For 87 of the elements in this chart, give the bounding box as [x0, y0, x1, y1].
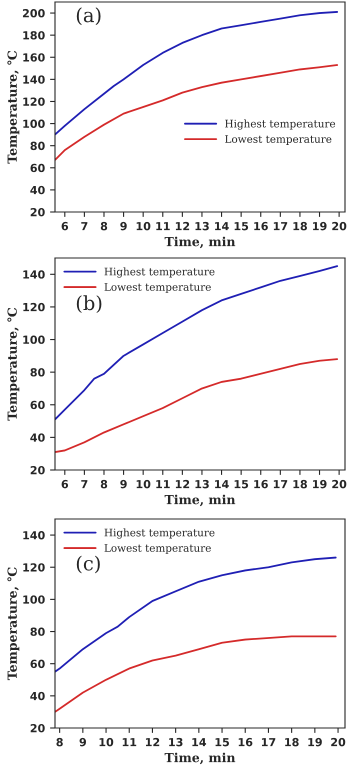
x-tick-label: 10 [136, 480, 150, 488]
x-tick-label: 13 [169, 738, 182, 746]
x-tick-label: 14 [192, 738, 206, 746]
x-tick-label: 13 [195, 222, 209, 230]
x-axis-title: Time, min [164, 236, 236, 248]
legend-label: Lowest temperature [225, 135, 332, 145]
y-tick-label: 80 [30, 628, 45, 636]
y-tick-label: 120 [23, 563, 45, 572]
y-tick-label: 100 [23, 336, 45, 344]
x-tick-label: 7 [81, 222, 88, 230]
y-tick-label: 20 [30, 208, 45, 216]
y-tick-label: 40 [30, 692, 45, 700]
line-series [55, 556, 337, 673]
x-tick-label: 20 [332, 480, 346, 488]
x-tick-label: 12 [176, 480, 190, 488]
x-tick-label: 6 [62, 480, 68, 488]
x-tick-label: 15 [216, 738, 229, 746]
y-axis-title: Temperature, ℃ [7, 308, 20, 421]
x-tick-label: 12 [176, 222, 190, 230]
annotation: (a) [76, 7, 101, 26]
y-tick-label: 80 [30, 368, 45, 377]
legend-label: Highest temperature [104, 267, 215, 278]
x-tick-label: 18 [293, 222, 307, 230]
y-tick-label: 120 [23, 97, 45, 106]
x-axis-title: Time, min [164, 752, 236, 764]
y-tick-label: 140 [23, 75, 45, 84]
x-tick-label: 11 [156, 222, 170, 230]
x-tick-label: 11 [122, 738, 136, 746]
annotation: (b) [76, 295, 102, 314]
x-tick-label: 17 [274, 222, 288, 230]
line-series [55, 64, 338, 161]
x-tick-label: 17 [274, 480, 288, 488]
x-tick-label: 11 [156, 480, 170, 488]
y-axis-title: Temperature, ℃ [7, 50, 20, 164]
y-tick-label: 20 [30, 724, 45, 732]
line-series [55, 358, 338, 453]
y-tick-label: 200 [22, 9, 45, 18]
x-tick-label: 16 [254, 222, 268, 230]
y-tick-label: 20 [30, 466, 45, 474]
x-tick-label: 20 [332, 222, 346, 230]
x-tick-label: 6 [62, 222, 68, 230]
y-tick-label: 60 [30, 400, 45, 410]
x-tick-label: 15 [234, 480, 248, 488]
x-tick-label: 19 [308, 738, 322, 746]
x-tick-label: 7 [81, 480, 88, 488]
x-tick-label: 16 [254, 480, 268, 488]
annotation: (c) [76, 556, 100, 574]
x-tick-label: 19 [313, 222, 327, 230]
x-tick-label: 8 [100, 222, 108, 230]
line-series [55, 635, 337, 713]
x-tick-label: 8 [100, 480, 108, 488]
legend-label: Highest temperature [225, 119, 336, 130]
x-tick-label: 9 [120, 480, 127, 488]
y-tick-label: 180 [23, 31, 45, 40]
y-tick-label: 160 [23, 53, 45, 62]
x-tick-label: 16 [238, 738, 252, 746]
y-tick-label: 80 [30, 142, 45, 150]
legend-label: Highest temperature [104, 528, 215, 539]
x-tick-label: 14 [215, 222, 229, 230]
y-tick-label: 100 [23, 120, 45, 128]
x-axis-title: Time, min [164, 494, 236, 506]
x-tick-label: 13 [195, 480, 209, 488]
y-tick-label: 40 [30, 186, 45, 194]
x-tick-label: 12 [146, 738, 160, 746]
y-tick-label: 60 [30, 164, 45, 172]
line-series [55, 265, 338, 420]
x-tick-label: 20 [331, 738, 346, 746]
x-tick-label: 18 [285, 738, 299, 746]
x-tick-label: 18 [293, 480, 307, 488]
legend-label: Lowest temperature [104, 544, 211, 554]
x-tick-label: 17 [262, 738, 276, 746]
x-tick-label: 19 [313, 480, 327, 488]
y-tick-label: 100 [23, 595, 45, 604]
y-tick-label: 140 [23, 270, 45, 279]
x-tick-label: 10 [100, 738, 114, 746]
x-tick-label: 8 [56, 738, 63, 746]
y-tick-label: 60 [30, 660, 45, 668]
x-tick-label: 14 [215, 480, 229, 488]
x-tick-label: 15 [234, 222, 248, 230]
x-tick-label: 9 [80, 738, 86, 746]
legend-label: Lowest temperature [104, 283, 211, 293]
x-tick-label: 10 [136, 222, 150, 230]
y-tick-label: 140 [23, 531, 45, 540]
y-axis-title: Temperature, ℃ [7, 567, 20, 680]
x-tick-label: 9 [120, 222, 127, 230]
y-tick-label: 40 [30, 433, 45, 442]
y-tick-label: 120 [23, 302, 45, 312]
